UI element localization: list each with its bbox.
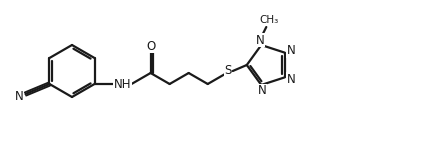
Text: N: N bbox=[256, 34, 265, 47]
Text: N: N bbox=[286, 73, 295, 86]
Text: S: S bbox=[224, 64, 232, 77]
Text: CH₃: CH₃ bbox=[259, 15, 279, 25]
Text: N: N bbox=[15, 91, 24, 104]
Text: NH: NH bbox=[114, 78, 131, 91]
Text: O: O bbox=[146, 40, 155, 53]
Text: N: N bbox=[258, 85, 267, 98]
Text: N: N bbox=[286, 44, 295, 57]
